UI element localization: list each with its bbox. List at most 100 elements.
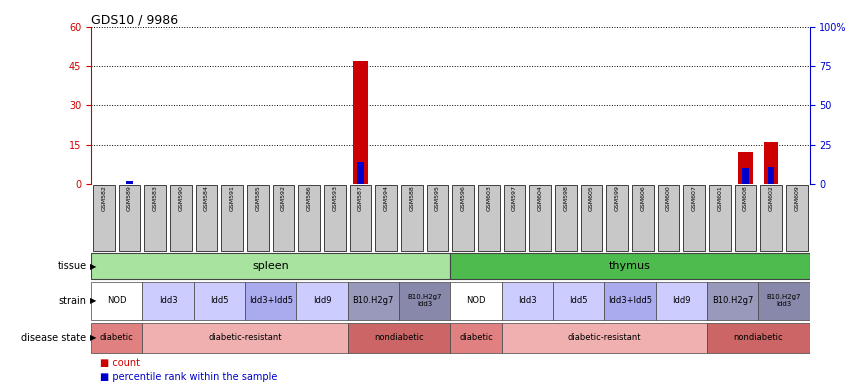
Text: ■ percentile rank within the sample: ■ percentile rank within the sample	[100, 372, 277, 382]
FancyBboxPatch shape	[91, 253, 450, 279]
Text: GSM609: GSM609	[794, 185, 799, 211]
Text: GDS10 / 9986: GDS10 / 9986	[91, 14, 178, 27]
Text: GSM587: GSM587	[358, 185, 363, 211]
Text: GSM584: GSM584	[204, 185, 209, 211]
FancyBboxPatch shape	[196, 185, 217, 251]
Text: B10.H2g7
Idd3: B10.H2g7 Idd3	[407, 295, 442, 307]
FancyBboxPatch shape	[91, 322, 142, 353]
FancyBboxPatch shape	[709, 185, 731, 251]
FancyBboxPatch shape	[145, 185, 166, 251]
Text: Idd3+Idd5: Idd3+Idd5	[249, 296, 293, 305]
Text: GSM596: GSM596	[461, 185, 466, 211]
FancyBboxPatch shape	[707, 282, 759, 320]
FancyBboxPatch shape	[350, 185, 372, 251]
Text: nondiabetic: nondiabetic	[734, 333, 783, 342]
Text: ■ count: ■ count	[100, 358, 139, 368]
FancyBboxPatch shape	[142, 282, 194, 320]
Text: GSM598: GSM598	[564, 185, 568, 211]
Text: GSM586: GSM586	[307, 185, 312, 211]
FancyBboxPatch shape	[553, 282, 604, 320]
Text: GSM608: GSM608	[743, 185, 748, 211]
FancyBboxPatch shape	[555, 185, 577, 251]
FancyBboxPatch shape	[375, 185, 397, 251]
Bar	[353, 61, 367, 184]
FancyBboxPatch shape	[299, 185, 320, 251]
Text: GSM603: GSM603	[487, 185, 491, 211]
Text: diabetic: diabetic	[100, 333, 133, 342]
Text: ▶: ▶	[90, 333, 97, 342]
Text: Idd5: Idd5	[570, 296, 588, 305]
FancyBboxPatch shape	[450, 282, 501, 320]
Text: Idd9: Idd9	[313, 296, 331, 305]
Text: GSM592: GSM592	[281, 185, 286, 211]
FancyBboxPatch shape	[273, 185, 294, 251]
Text: Idd3: Idd3	[518, 296, 537, 305]
Text: GSM593: GSM593	[333, 185, 337, 211]
Text: B10.H2g7: B10.H2g7	[352, 296, 394, 305]
FancyBboxPatch shape	[501, 282, 553, 320]
Text: GSM595: GSM595	[435, 185, 440, 211]
FancyBboxPatch shape	[478, 185, 500, 251]
Text: B10.H2g7
Idd3: B10.H2g7 Idd3	[766, 295, 801, 307]
Text: GSM582: GSM582	[101, 185, 107, 211]
FancyBboxPatch shape	[142, 322, 347, 353]
FancyBboxPatch shape	[786, 185, 808, 251]
Text: Idd3+Idd5: Idd3+Idd5	[608, 296, 652, 305]
FancyBboxPatch shape	[91, 282, 142, 320]
FancyBboxPatch shape	[734, 185, 756, 251]
Text: diabetic: diabetic	[459, 333, 493, 342]
Text: GSM600: GSM600	[666, 185, 671, 211]
Text: GSM590: GSM590	[178, 185, 184, 211]
Text: GSM601: GSM601	[717, 185, 722, 211]
FancyBboxPatch shape	[324, 185, 346, 251]
Text: NOD: NOD	[107, 296, 126, 305]
FancyBboxPatch shape	[656, 282, 707, 320]
Text: diabetic-resistant: diabetic-resistant	[208, 333, 281, 342]
FancyBboxPatch shape	[450, 253, 810, 279]
FancyBboxPatch shape	[296, 282, 347, 320]
Bar	[742, 168, 749, 184]
Text: Idd5: Idd5	[210, 296, 229, 305]
FancyBboxPatch shape	[452, 185, 474, 251]
FancyBboxPatch shape	[658, 185, 679, 251]
FancyBboxPatch shape	[119, 185, 140, 251]
Bar	[739, 152, 753, 184]
Text: GSM594: GSM594	[384, 185, 389, 211]
Text: GSM589: GSM589	[127, 185, 132, 211]
Text: GSM583: GSM583	[152, 185, 158, 211]
FancyBboxPatch shape	[347, 322, 450, 353]
FancyBboxPatch shape	[632, 185, 654, 251]
Text: GSM588: GSM588	[410, 185, 414, 211]
FancyBboxPatch shape	[760, 185, 782, 251]
Text: disease state: disease state	[22, 333, 87, 342]
Bar	[358, 162, 364, 184]
Text: NOD: NOD	[466, 296, 486, 305]
Text: Idd3: Idd3	[158, 296, 178, 305]
Text: ▶: ▶	[90, 296, 97, 305]
Text: GSM597: GSM597	[512, 185, 517, 211]
FancyBboxPatch shape	[759, 282, 810, 320]
FancyBboxPatch shape	[347, 282, 399, 320]
Text: spleen: spleen	[252, 261, 289, 271]
Bar	[764, 142, 779, 184]
FancyBboxPatch shape	[427, 185, 449, 251]
FancyBboxPatch shape	[501, 322, 707, 353]
FancyBboxPatch shape	[581, 185, 602, 251]
FancyBboxPatch shape	[247, 185, 268, 251]
Text: GSM606: GSM606	[640, 185, 645, 211]
FancyBboxPatch shape	[401, 185, 423, 251]
FancyBboxPatch shape	[604, 282, 656, 320]
Text: tissue: tissue	[57, 261, 87, 271]
FancyBboxPatch shape	[707, 322, 810, 353]
Text: B10.H2g7: B10.H2g7	[712, 296, 753, 305]
Text: thymus: thymus	[609, 261, 651, 271]
Text: Idd9: Idd9	[672, 296, 690, 305]
FancyBboxPatch shape	[399, 282, 450, 320]
FancyBboxPatch shape	[194, 282, 245, 320]
FancyBboxPatch shape	[450, 322, 501, 353]
Text: diabetic-resistant: diabetic-resistant	[567, 333, 641, 342]
FancyBboxPatch shape	[93, 185, 114, 251]
Text: strain: strain	[59, 296, 87, 306]
Text: nondiabetic: nondiabetic	[374, 333, 423, 342]
Text: GSM591: GSM591	[229, 185, 235, 211]
